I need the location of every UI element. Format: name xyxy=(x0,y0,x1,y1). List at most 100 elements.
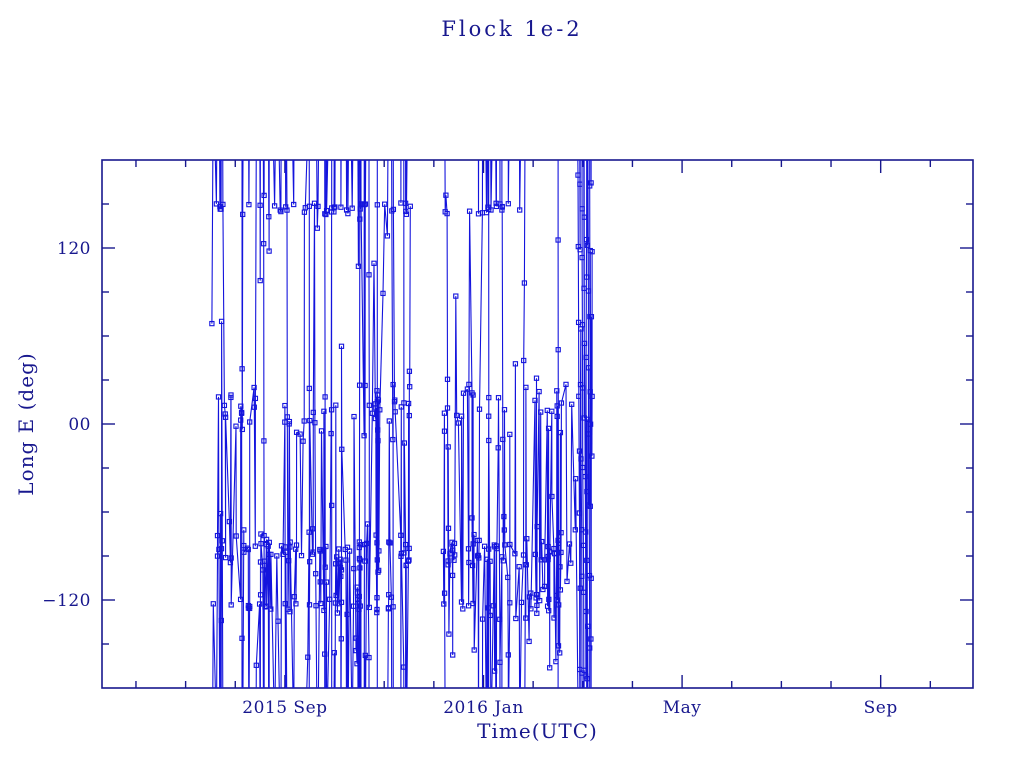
data-point-marker xyxy=(366,272,372,278)
data-point-marker xyxy=(441,590,448,596)
data-point-marker xyxy=(226,518,233,525)
data-point-marker xyxy=(536,388,542,395)
data-point-marker xyxy=(581,285,587,291)
data-point-marker xyxy=(440,548,447,555)
data-point-marker xyxy=(239,635,245,641)
data-point-marker xyxy=(286,558,292,564)
data-point-marker xyxy=(406,368,413,374)
data-point-marker xyxy=(460,606,466,612)
data-point-marker xyxy=(369,410,375,416)
data-point-marker xyxy=(528,590,534,596)
data-point-marker xyxy=(533,591,540,598)
data-point-marker xyxy=(583,354,589,361)
tick-labels: 2015 Sep 2016 Jan May Sep 120 00 −120 xyxy=(42,239,897,718)
data-point-marker xyxy=(520,552,527,558)
data-point-marker xyxy=(575,172,581,178)
data-point-marker xyxy=(551,545,557,552)
data-point-marker xyxy=(576,393,582,399)
data-point-marker xyxy=(307,417,313,424)
data-point-marker xyxy=(252,543,258,549)
data-point-marker xyxy=(362,558,368,564)
data-point-marker xyxy=(338,204,344,210)
data-point-marker xyxy=(314,225,320,231)
data-point-marker xyxy=(501,513,507,520)
data-point-marker xyxy=(486,546,492,552)
data-point-marker xyxy=(521,357,527,364)
data-point-marker xyxy=(445,558,451,564)
data-point-marker xyxy=(497,616,503,622)
data-point-marker xyxy=(266,539,272,546)
data-point-marker xyxy=(577,181,583,187)
data-point-marker xyxy=(444,405,451,411)
data-point-marker xyxy=(357,557,363,563)
data-point-marker xyxy=(284,207,290,213)
data-point-marker xyxy=(357,206,363,212)
data-point-marker xyxy=(554,403,560,409)
data-point-marker xyxy=(228,392,234,398)
data-point-marker xyxy=(384,233,391,239)
data-point-marker xyxy=(572,527,578,533)
data-point-marker xyxy=(287,544,293,550)
data-point-marker xyxy=(356,600,362,606)
data-point-marker xyxy=(371,260,377,266)
data-point-marker xyxy=(566,541,573,547)
data-point-marker xyxy=(256,601,263,607)
data-point-marker xyxy=(301,418,307,424)
data-point-marker xyxy=(581,214,587,220)
data-point-marker xyxy=(512,551,518,557)
data-point-marker xyxy=(322,564,328,570)
data-point-marker xyxy=(357,603,363,609)
data-point-marker xyxy=(541,583,548,590)
data-point-marker xyxy=(568,560,574,566)
data-point-marker xyxy=(554,413,560,420)
data-point-marker xyxy=(476,406,483,412)
data-point-marker xyxy=(237,596,244,603)
data-point-marker xyxy=(469,562,476,569)
data-point-marker xyxy=(441,428,448,434)
data-point-marker xyxy=(305,654,311,660)
data-point-marker xyxy=(307,559,313,565)
data-point-marker xyxy=(471,531,477,538)
data-point-marker xyxy=(387,540,393,546)
data-point-marker xyxy=(261,558,267,564)
data-point-marker xyxy=(233,423,239,429)
data-point-marker xyxy=(507,431,513,438)
data-point-marker xyxy=(221,402,228,409)
data-point-marker xyxy=(318,600,324,607)
data-point-marker xyxy=(219,538,225,544)
data-point-marker xyxy=(291,594,297,600)
data-point-marker xyxy=(278,208,284,215)
data-point-marker xyxy=(406,545,412,552)
data-point-marker xyxy=(361,433,367,439)
data-point-marker xyxy=(306,529,312,535)
data-point-marker xyxy=(534,602,540,609)
data-point-marker xyxy=(323,207,330,214)
data-point-marker xyxy=(554,597,560,603)
data-point-marker xyxy=(545,543,551,550)
data-point-marker xyxy=(579,322,586,328)
data-point-marker xyxy=(555,540,562,546)
data-point-marker xyxy=(283,204,289,210)
data-point-marker xyxy=(466,381,472,388)
data-point-marker xyxy=(293,542,300,548)
data-point-marker xyxy=(363,540,370,547)
data-point-marker xyxy=(546,596,552,603)
data-point-marker xyxy=(582,473,588,480)
data-point-marker xyxy=(263,536,270,543)
data-point-marker xyxy=(306,602,313,608)
data-point-marker xyxy=(317,548,323,554)
data-point-marker xyxy=(300,438,306,444)
data-point-marker xyxy=(245,546,251,553)
data-point-marker xyxy=(579,206,585,212)
x-axis-label: Time(UTC) xyxy=(477,719,598,743)
data-point-marker xyxy=(392,409,398,415)
data-point-marker xyxy=(266,214,272,220)
data-point-marker xyxy=(375,397,382,403)
data-point-marker xyxy=(441,410,448,416)
axis-ticks xyxy=(102,160,973,688)
data-point-marker xyxy=(240,211,246,218)
data-point-marker xyxy=(487,558,493,564)
data-point-marker xyxy=(336,546,342,552)
data-point-marker xyxy=(555,643,562,649)
data-point-marker xyxy=(583,236,590,243)
